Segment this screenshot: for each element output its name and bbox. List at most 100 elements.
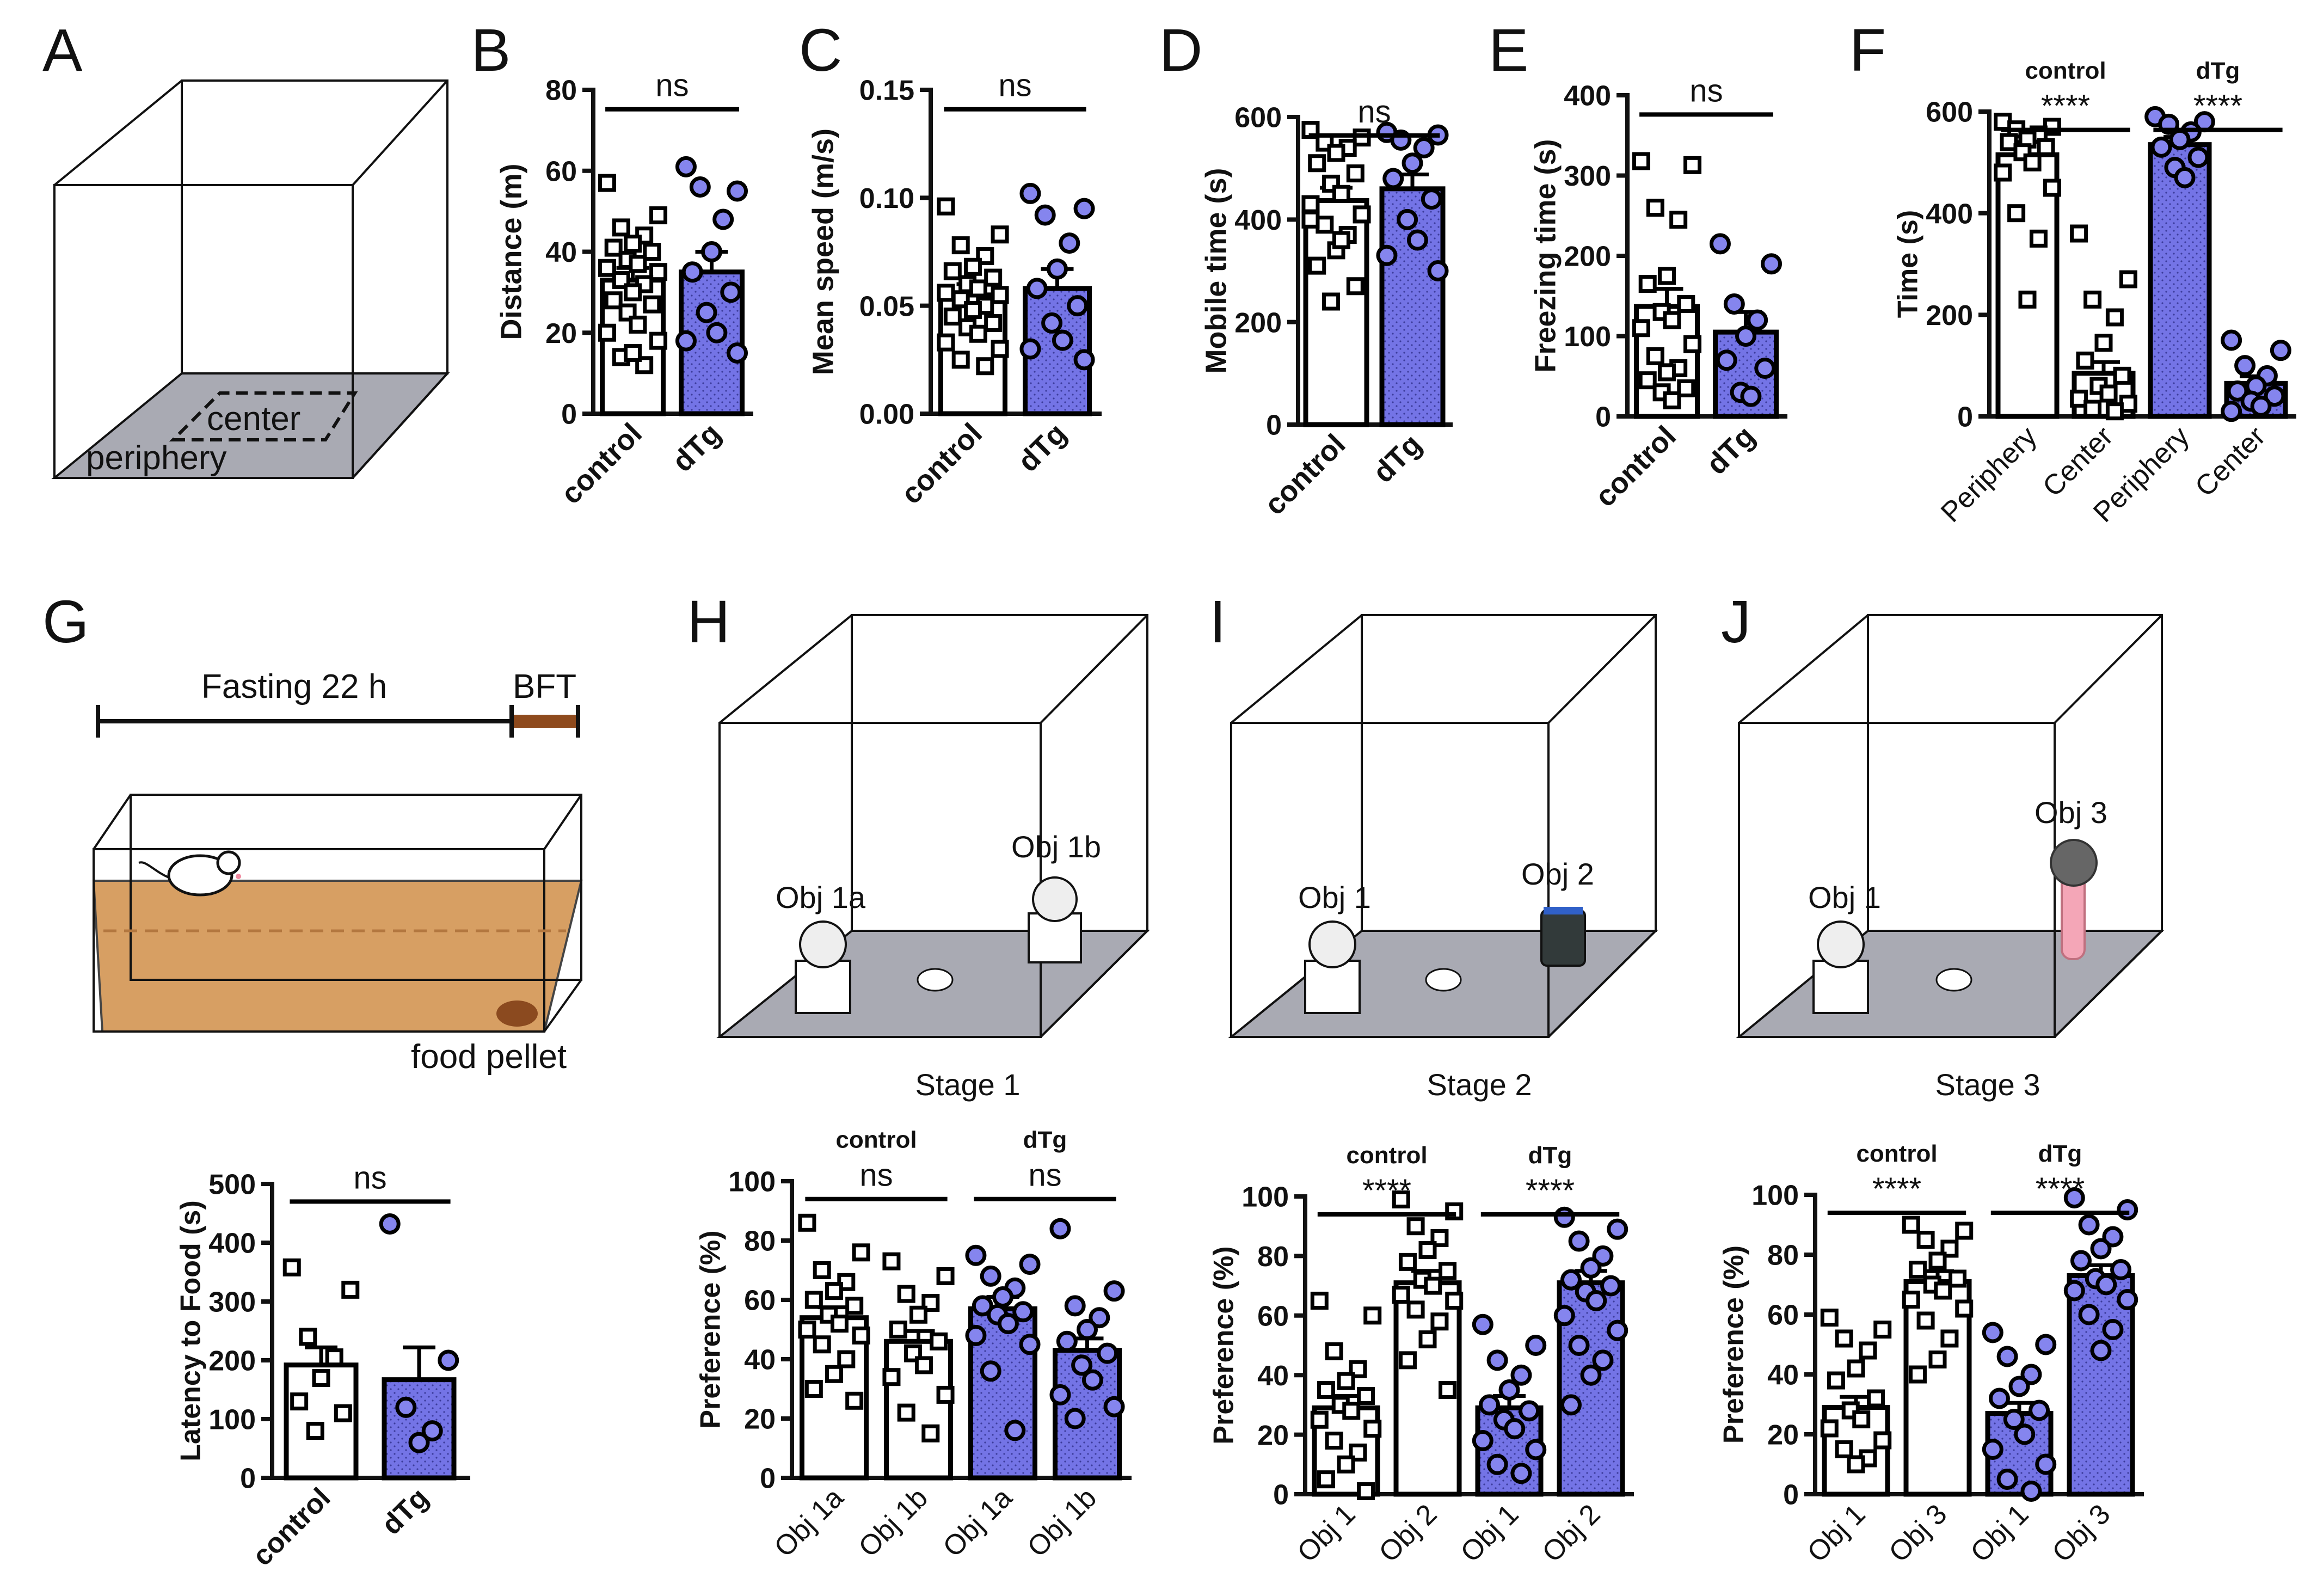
- data-point: [1585, 1290, 1607, 1311]
- data-point: [951, 236, 970, 255]
- data-point: [1592, 1349, 1614, 1371]
- data-point: [1346, 164, 1365, 183]
- data-point: [2117, 1199, 2138, 1220]
- data-point: [2007, 204, 2026, 223]
- data-point: [2090, 1238, 2112, 1260]
- y-tick-label: 100: [208, 1404, 256, 1436]
- data-point: [2227, 380, 2248, 402]
- data-point: [2023, 153, 2042, 171]
- y-tick-label: 0.00: [859, 399, 914, 431]
- panel-letter-a: A: [42, 17, 83, 84]
- data-point: [1735, 326, 1756, 347]
- data-point: [1982, 1439, 2003, 1460]
- significance-label: ns: [859, 1158, 893, 1193]
- data-point: [2119, 270, 2137, 288]
- data-point: [964, 257, 982, 276]
- data-point: [1996, 1346, 2018, 1367]
- panel-letter: F: [1849, 17, 1886, 84]
- y-tick-label: 0: [1783, 1480, 1799, 1511]
- data-point: [1418, 1330, 1437, 1349]
- data-point: [1357, 1386, 1375, 1405]
- data-point: [825, 1282, 843, 1300]
- data-point: [2070, 224, 2088, 243]
- data-point: [1081, 1369, 1103, 1391]
- data-point: [1310, 1410, 1329, 1429]
- data-point: [1077, 1319, 1098, 1340]
- data-point: [1049, 1218, 1071, 1239]
- panel-h-diagram: H Obj 1a Obj 1b Stage 1: [687, 588, 1150, 1102]
- y-tick-label: 0: [1957, 402, 1973, 433]
- data-point: [624, 343, 642, 362]
- y-axis-label: Preference (%): [1718, 1245, 1749, 1444]
- object-1: [1812, 920, 1869, 1014]
- data-point: [1847, 1455, 1865, 1474]
- y-axis-label: Mobile time (s): [1200, 168, 1232, 373]
- data-point: [1327, 144, 1345, 162]
- data-point: [1553, 1305, 1575, 1327]
- data-point: [438, 1349, 459, 1371]
- data-point: [852, 1326, 870, 1345]
- data-point: [1047, 258, 1068, 280]
- y-tick-label: 200: [208, 1346, 256, 1377]
- data-point: [1859, 1341, 1877, 1360]
- stage-label: Stage 1: [915, 1067, 1020, 1102]
- y-tick-label: 0: [1595, 402, 1611, 433]
- data-point: [1747, 309, 1768, 331]
- data-point: [2070, 1250, 2092, 1272]
- data-point: [1026, 278, 1048, 299]
- significance-label: ns: [353, 1160, 386, 1195]
- data-point: [845, 1391, 864, 1410]
- data-point: [727, 342, 748, 364]
- object-1a: [795, 920, 851, 1014]
- data-point: [2105, 402, 2124, 421]
- data-point: [1402, 152, 1423, 174]
- data-point: [2099, 384, 2118, 403]
- data-point: [825, 1365, 843, 1383]
- y-tick-label: 60: [744, 1285, 776, 1317]
- obj-right-label: Obj 3: [2035, 795, 2107, 830]
- data-point: [1019, 182, 1041, 204]
- data-point: [1510, 1364, 1532, 1386]
- data-point: [1097, 1342, 1118, 1364]
- group-label: dTg: [2196, 58, 2240, 84]
- data-point: [604, 238, 623, 257]
- panel-letter-j: J: [1721, 588, 1751, 655]
- data-point: [1398, 1351, 1417, 1370]
- data-point: [629, 315, 647, 334]
- x-tick-label: Obj 1b: [853, 1482, 934, 1563]
- y-tick-label: 40: [1767, 1360, 1799, 1391]
- data-point: [1413, 137, 1435, 158]
- data-point: [930, 1332, 948, 1351]
- data-point: [909, 1305, 927, 1324]
- data-point: [1723, 293, 1745, 315]
- data-point: [1073, 198, 1095, 219]
- x-tick-label: Obj 2: [1536, 1498, 1607, 1568]
- data-point: [2078, 1304, 2100, 1325]
- data-point: [1004, 1420, 1026, 1441]
- significance-label: ****: [2041, 89, 2090, 124]
- data-point: [612, 271, 630, 290]
- data-point: [2110, 1259, 2132, 1280]
- data-point: [2090, 1340, 2112, 1361]
- data-point: [1478, 1394, 1500, 1416]
- data-point: [1439, 1262, 1457, 1280]
- x-tick-label: Obj 3: [1883, 1498, 1953, 1568]
- data-point: [1928, 1251, 1947, 1270]
- data-point: [1064, 1408, 1086, 1429]
- data-point: [964, 301, 982, 320]
- y-tick-label: 600: [1926, 97, 1973, 128]
- data-point: [1019, 338, 1041, 360]
- data-point: [1525, 1335, 1547, 1356]
- data-point: [1638, 275, 1657, 293]
- data-point: [798, 1321, 816, 1339]
- x-tick-label: Periphery: [1935, 420, 2043, 528]
- data-point: [1560, 1269, 1582, 1291]
- data-point: [2029, 229, 2048, 248]
- mouse-icon: [917, 968, 954, 992]
- data-point: [830, 1315, 849, 1333]
- data-point: [1867, 1389, 1885, 1408]
- data-point: [1632, 152, 1650, 170]
- data-point: [951, 351, 970, 369]
- x-tick-label: Obj 1: [1292, 1498, 1362, 1568]
